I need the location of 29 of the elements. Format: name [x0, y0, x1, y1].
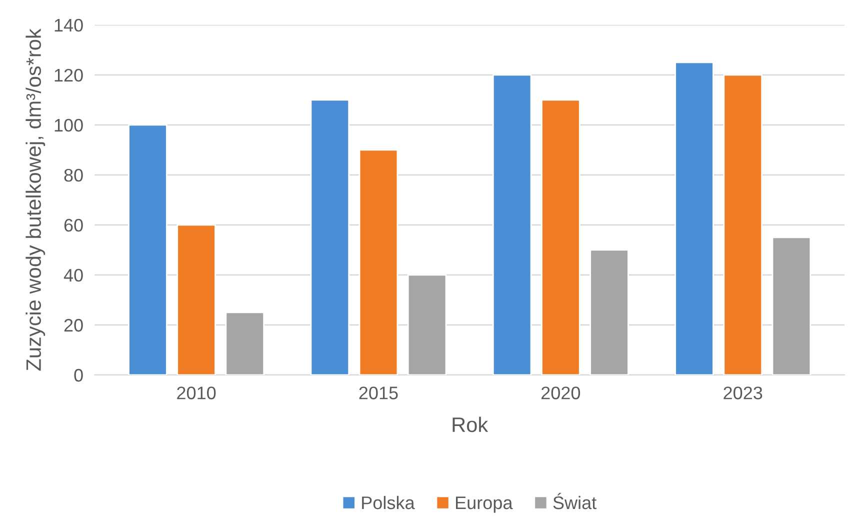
y-axis-title: Zuzycie wody butelkowej, dm³/os*rok [26, 28, 46, 371]
bar [541, 99, 580, 375]
x-axis-title: Rok [452, 416, 488, 432]
bar [358, 149, 398, 375]
y-tick-label: 120 [54, 68, 83, 82]
y-tick-label: 20 [64, 318, 83, 332]
legend-label: Polska [362, 496, 415, 510]
bar [310, 99, 350, 375]
x-tick-label: 2010 [177, 386, 216, 400]
y-tick-label: 100 [54, 118, 83, 132]
bar [176, 224, 216, 375]
y-tick-label: 0 [74, 368, 83, 382]
x-tick-label: 2023 [724, 386, 762, 400]
y-tick-label: 140 [54, 18, 83, 32]
x-tick-label: 2020 [542, 386, 580, 400]
legend-label: Europa [456, 496, 513, 513]
y-tick-label: 40 [64, 268, 83, 282]
y-tick-label: 60 [64, 218, 83, 232]
bar [225, 312, 265, 375]
bar [590, 249, 629, 375]
y-tick-label: 80 [64, 168, 83, 182]
bar [492, 74, 532, 375]
bar [772, 236, 812, 375]
bar [723, 74, 762, 375]
legend-label: Świat [553, 492, 596, 510]
bar [128, 124, 168, 375]
bar [407, 274, 447, 375]
x-tick-label: 2015 [359, 386, 398, 400]
bar [674, 62, 714, 375]
